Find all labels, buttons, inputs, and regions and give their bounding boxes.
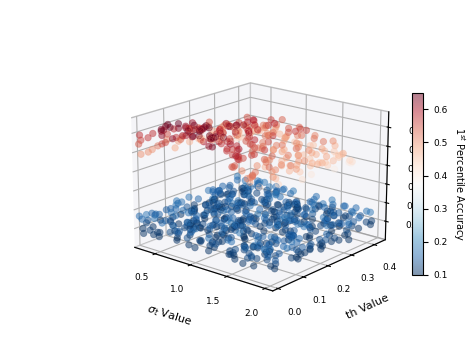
X-axis label: $\sigma_t$ Value: $\sigma_t$ Value [145,302,193,329]
Y-axis label: th Value: th Value [345,293,391,321]
Y-axis label: $1^{st}$ Percentile Accuracy: $1^{st}$ Percentile Accuracy [451,127,467,241]
